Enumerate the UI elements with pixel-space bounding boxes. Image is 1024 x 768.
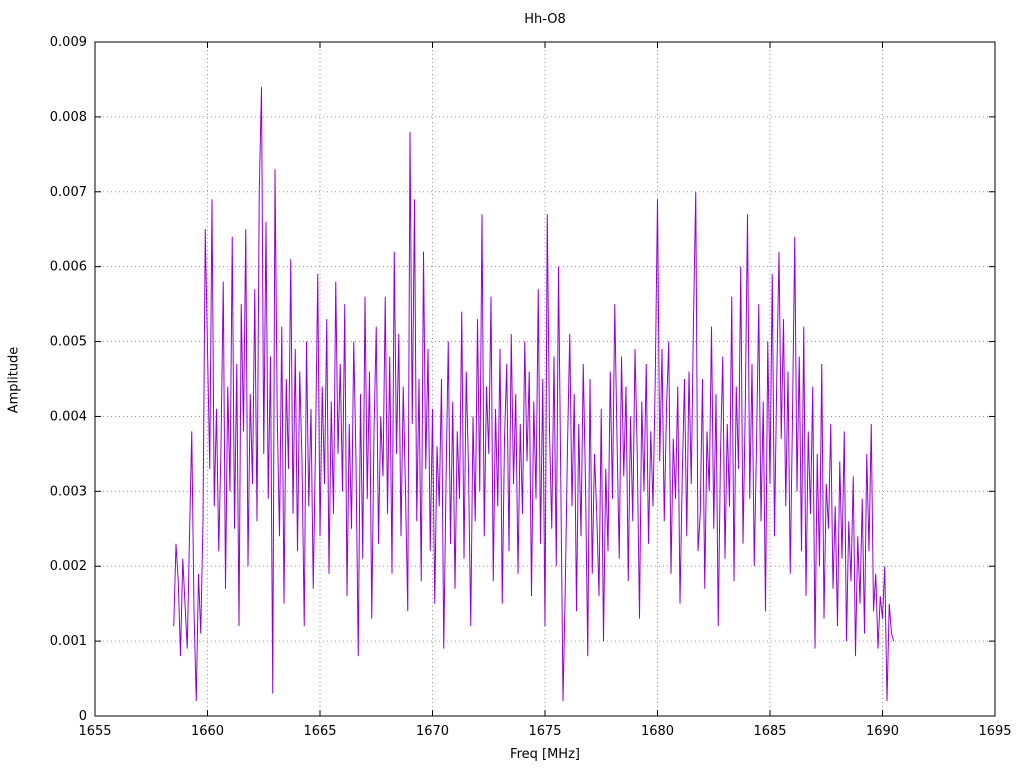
chart-title: Hh-O8 — [524, 12, 566, 27]
x-tick-label: 1695 — [978, 724, 1011, 739]
y-tick-label: 0.008 — [50, 110, 87, 125]
y-tick-label: 0.002 — [50, 559, 87, 574]
y-tick-label: 0.009 — [50, 35, 87, 50]
y-tick-label: 0 — [79, 709, 87, 724]
x-tick-label: 1660 — [191, 724, 224, 739]
y-tick-label: 0.001 — [50, 634, 87, 649]
x-tick-label: 1680 — [641, 724, 674, 739]
y-tick-label: 0.007 — [50, 185, 87, 200]
x-tick-label: 1655 — [78, 724, 111, 739]
x-axis-label: Freq [MHz] — [510, 747, 580, 762]
x-tick-label: 1685 — [753, 724, 786, 739]
x-tick-label: 1690 — [866, 724, 899, 739]
x-tick-label: 1670 — [416, 724, 449, 739]
series-line — [173, 86, 895, 702]
y-tick-label: 0.005 — [50, 335, 87, 350]
y-tick-label: 0.006 — [50, 260, 87, 275]
y-tick-label: 0.004 — [50, 409, 87, 424]
x-tick-label: 1675 — [528, 724, 561, 739]
x-tick-label: 1665 — [303, 724, 336, 739]
y-tick-label: 0.003 — [50, 484, 87, 499]
